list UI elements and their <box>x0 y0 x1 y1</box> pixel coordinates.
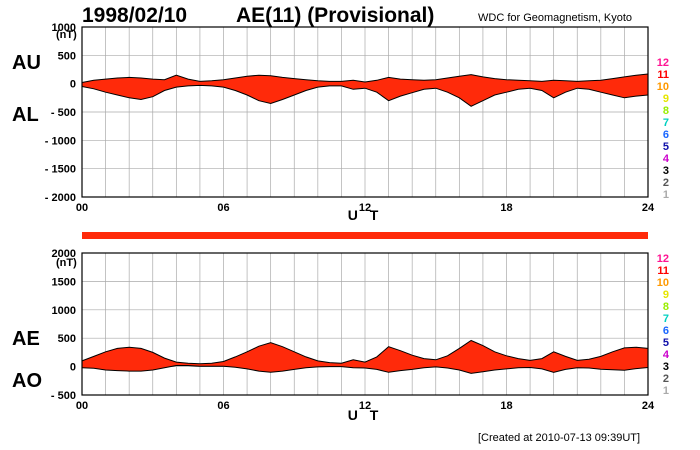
legend-entry-1: 1 <box>662 385 669 397</box>
legend-entry-11: 11 <box>657 69 669 81</box>
legend-entry-6: 6 <box>662 325 669 337</box>
legend-entry-4: 4 <box>662 349 669 361</box>
legend-entry-10: 10 <box>656 81 669 93</box>
y-tick-label: - 500 <box>51 390 76 402</box>
plot-frame <box>81 26 649 198</box>
y-tick-label: 1000 <box>52 305 76 317</box>
y-tick-label: - 1500 <box>45 164 76 176</box>
legend-entry-11: 11 <box>657 265 669 277</box>
ao-label: AO <box>12 370 42 392</box>
y-unit-label: (nT) <box>56 29 77 41</box>
y-tick-label: 1000 <box>52 22 76 34</box>
y-tick-label: - 500 <box>51 107 76 119</box>
date-title: 1998/02/10 <box>82 4 188 27</box>
x-tick-label: 00 <box>76 202 88 214</box>
series-line-ao <box>81 365 649 374</box>
al-label: AL <box>12 104 39 126</box>
legend-entry-1: 1 <box>662 189 669 201</box>
x-axis-label: U T <box>348 407 383 423</box>
data-availability-bar <box>82 232 648 239</box>
x-tick-label: 12 <box>359 400 371 412</box>
series-line-au <box>81 73 649 83</box>
series-line-al <box>81 84 649 107</box>
legend-entry-2: 2 <box>662 177 669 189</box>
legend-entry-12: 12 <box>656 253 669 265</box>
legend-entry-8: 8 <box>662 301 669 313</box>
index-title: AE(11) (Provisional) <box>236 4 435 27</box>
y-tick-label: 0 <box>70 79 76 91</box>
y-tick-label: - 1000 <box>45 135 76 147</box>
y-tick-label: - 2000 <box>45 192 76 204</box>
x-tick-label: 24 <box>642 400 655 412</box>
source-label: WDC for Geomagnetism, Kyoto <box>478 12 633 24</box>
x-tick-label: 12 <box>359 202 371 214</box>
legend-entry-9: 9 <box>662 93 669 105</box>
x-tick-label: 06 <box>217 400 229 412</box>
x-axis-label: U T <box>348 207 383 223</box>
y-tick-label: 1500 <box>52 276 76 288</box>
legend-entry-10: 10 <box>656 277 669 289</box>
legend-entry-6: 6 <box>662 129 669 141</box>
series-area-fill <box>82 74 648 107</box>
series-line-ae <box>81 339 649 365</box>
x-tick-label: 24 <box>642 202 655 214</box>
y-tick-label: 500 <box>58 50 76 62</box>
legend-entry-4: 4 <box>662 153 669 165</box>
y-tick-label: 0 <box>70 362 76 374</box>
plot-frame <box>81 252 649 396</box>
legend-entry-8: 8 <box>662 105 669 117</box>
legend-entry-9: 9 <box>662 289 669 301</box>
legend-entry-5: 5 <box>662 337 669 349</box>
x-tick-label: 18 <box>500 400 512 412</box>
y-unit-label: (nT) <box>56 257 77 269</box>
x-tick-label: 00 <box>76 400 88 412</box>
ae-label: AE <box>12 328 40 350</box>
x-tick-label: 06 <box>217 202 229 214</box>
created-timestamp: [Created at 2010-07-13 09:39UT] <box>478 432 641 444</box>
legend-entry-3: 3 <box>662 165 669 177</box>
legend-entry-2: 2 <box>662 373 669 385</box>
au-label: AU <box>12 52 41 74</box>
legend-entry-3: 3 <box>662 361 669 373</box>
legend-entry-12: 12 <box>656 57 669 69</box>
legend-entry-5: 5 <box>662 141 669 153</box>
station-legend-bottom: 12 11 10 9 8 7 6 5 4 3 2 1 <box>653 253 669 397</box>
legend-entry-7: 7 <box>662 117 669 129</box>
legend-entry-7: 7 <box>662 313 669 325</box>
y-tick-label: 2000 <box>52 248 76 260</box>
x-tick-label: 18 <box>500 202 512 214</box>
station-legend-top: 12 11 10 9 8 7 6 5 4 3 2 1 <box>653 57 669 201</box>
y-tick-label: 500 <box>58 333 76 345</box>
series-area-fill <box>82 340 648 374</box>
